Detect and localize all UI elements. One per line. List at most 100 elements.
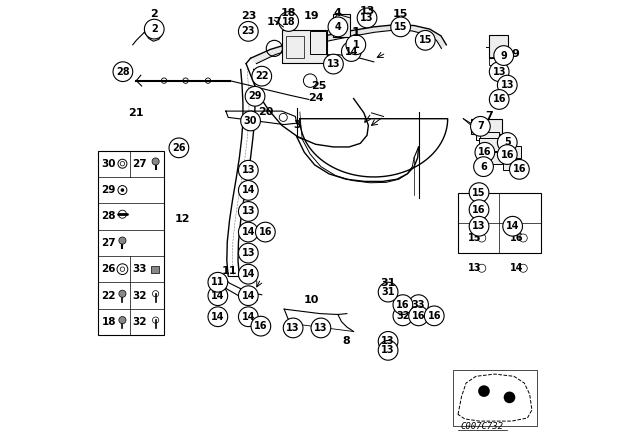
- Circle shape: [378, 332, 398, 351]
- Text: 29: 29: [101, 185, 116, 195]
- Text: 5: 5: [504, 138, 511, 147]
- Bar: [490, 57, 502, 65]
- Text: 13: 13: [381, 345, 395, 355]
- Text: 27: 27: [101, 238, 116, 248]
- Text: 31: 31: [381, 287, 395, 297]
- Text: 13: 13: [241, 207, 255, 216]
- Text: 13: 13: [326, 59, 340, 69]
- Circle shape: [324, 54, 343, 74]
- Circle shape: [357, 8, 377, 28]
- Text: 20: 20: [258, 107, 273, 117]
- Text: 14: 14: [241, 185, 255, 195]
- Circle shape: [415, 30, 435, 50]
- Text: 14: 14: [344, 47, 358, 56]
- Text: 9: 9: [500, 51, 507, 60]
- Text: 12: 12: [174, 214, 190, 224]
- Text: 17: 17: [266, 17, 282, 26]
- Text: 16: 16: [478, 147, 492, 157]
- Circle shape: [469, 216, 489, 236]
- Circle shape: [169, 138, 189, 158]
- Text: 14: 14: [506, 221, 520, 231]
- Text: 8: 8: [342, 336, 350, 346]
- Text: 13: 13: [472, 221, 486, 231]
- Text: 14: 14: [510, 263, 524, 273]
- Circle shape: [152, 158, 159, 165]
- Circle shape: [393, 306, 413, 326]
- Circle shape: [474, 157, 493, 177]
- Text: 16: 16: [412, 311, 426, 321]
- Circle shape: [239, 202, 258, 221]
- Text: 16: 16: [510, 233, 524, 243]
- Bar: [472, 119, 502, 134]
- Text: 30: 30: [101, 159, 116, 169]
- Circle shape: [409, 295, 428, 314]
- Bar: [458, 193, 541, 253]
- Bar: [503, 159, 521, 170]
- Circle shape: [284, 318, 303, 338]
- Circle shape: [342, 42, 361, 61]
- Text: 7: 7: [486, 112, 493, 121]
- Text: 26: 26: [101, 264, 116, 274]
- Circle shape: [239, 22, 258, 41]
- Text: 31: 31: [380, 278, 396, 288]
- Text: 22: 22: [255, 71, 269, 81]
- Text: 23: 23: [241, 11, 256, 21]
- Circle shape: [239, 286, 258, 306]
- Text: 33: 33: [132, 264, 147, 274]
- Text: 1: 1: [353, 40, 359, 50]
- Text: 32: 32: [132, 317, 147, 327]
- Text: 13: 13: [360, 13, 374, 23]
- Text: 1: 1: [351, 26, 360, 39]
- Text: 18: 18: [281, 8, 296, 17]
- Text: 16: 16: [259, 227, 272, 237]
- Circle shape: [494, 46, 513, 65]
- Circle shape: [239, 243, 258, 263]
- Circle shape: [208, 286, 228, 306]
- Circle shape: [208, 307, 228, 327]
- Text: 15: 15: [472, 188, 486, 198]
- Text: 15: 15: [394, 22, 408, 32]
- Bar: [490, 35, 508, 58]
- Circle shape: [119, 317, 126, 324]
- Text: 30: 30: [244, 116, 257, 126]
- Text: 4: 4: [334, 8, 342, 17]
- Text: 23: 23: [241, 26, 255, 36]
- Text: 16: 16: [492, 95, 506, 104]
- Circle shape: [239, 264, 258, 284]
- Text: 21: 21: [127, 108, 143, 118]
- Circle shape: [251, 316, 271, 336]
- Text: 11: 11: [221, 266, 237, 276]
- Circle shape: [113, 62, 132, 82]
- Text: 33: 33: [412, 300, 426, 310]
- Text: 28: 28: [116, 67, 130, 77]
- Text: 26: 26: [172, 143, 186, 153]
- Bar: [476, 132, 499, 140]
- Bar: [282, 30, 327, 63]
- Text: 14: 14: [241, 227, 255, 237]
- Text: 10: 10: [303, 295, 319, 305]
- Circle shape: [245, 86, 265, 106]
- Text: 2: 2: [151, 24, 157, 34]
- Text: 28: 28: [101, 211, 116, 221]
- Circle shape: [469, 200, 489, 220]
- Circle shape: [255, 222, 275, 242]
- Text: 9: 9: [511, 49, 519, 59]
- Circle shape: [121, 188, 124, 192]
- Text: 13: 13: [314, 323, 328, 333]
- Text: 32: 32: [132, 291, 147, 301]
- Text: 11: 11: [211, 277, 225, 287]
- Text: 32: 32: [396, 311, 410, 321]
- Text: 25: 25: [312, 81, 327, 91]
- Text: 13: 13: [492, 67, 506, 77]
- Circle shape: [208, 272, 228, 292]
- Text: 16: 16: [472, 205, 486, 215]
- Text: 14: 14: [211, 312, 225, 322]
- Text: 13: 13: [241, 165, 255, 175]
- Circle shape: [119, 237, 126, 244]
- Circle shape: [475, 142, 495, 162]
- Text: 2: 2: [150, 9, 158, 19]
- Bar: [151, 267, 159, 273]
- Circle shape: [328, 17, 348, 37]
- Bar: [452, 370, 538, 426]
- Text: 14: 14: [241, 269, 255, 279]
